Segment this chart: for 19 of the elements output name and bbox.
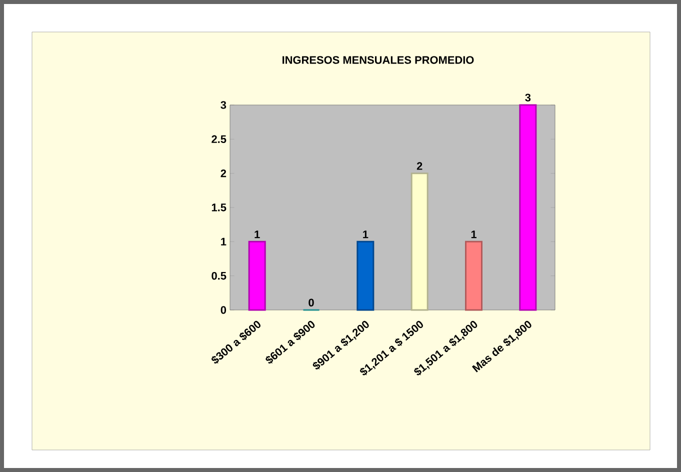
- data-label: 0: [308, 298, 314, 306]
- y-tick-label: 1.5: [212, 204, 226, 212]
- bar: [410, 172, 428, 311]
- data-label: 1: [254, 230, 260, 238]
- data-label: 3: [525, 94, 531, 102]
- bar: [356, 240, 374, 311]
- y-tick-label: 0: [220, 306, 226, 314]
- bar: [248, 240, 266, 311]
- data-label: 1: [363, 230, 368, 238]
- y-tick-label: 1: [221, 238, 226, 246]
- y-tick-label: 2.5: [212, 135, 226, 144]
- chart-title: INGRESOS MENSUALES PROMEDIO: [282, 56, 474, 64]
- bar: [465, 240, 483, 311]
- y-tick-label: 3: [220, 101, 226, 109]
- y-tick-label: 0.5: [212, 272, 226, 280]
- data-label: 2: [416, 162, 422, 170]
- y-tick-label: 2: [220, 170, 226, 178]
- data-label: 1: [471, 230, 476, 238]
- bar: [519, 104, 537, 311]
